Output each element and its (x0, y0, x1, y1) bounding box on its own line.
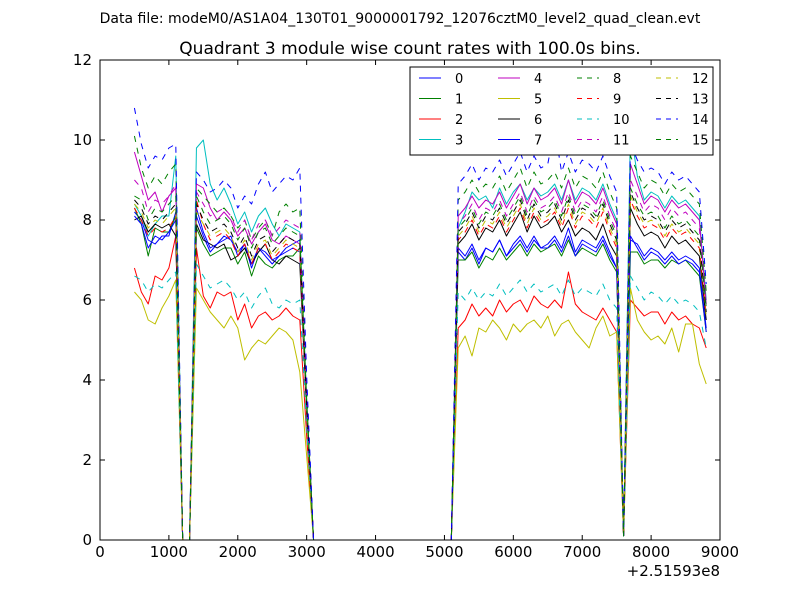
series-line-14 (133, 107, 707, 540)
x-tick-label: 9000 (701, 543, 739, 561)
y-tick-label: 12 (73, 51, 92, 69)
x-tick-label: 7000 (563, 543, 601, 561)
series-line-11 (134, 179, 707, 540)
legend-label-2: 2 (455, 113, 463, 128)
legend-label-10: 10 (613, 113, 630, 128)
series-line-0 (134, 211, 707, 540)
series-line-1 (133, 207, 707, 540)
chart-title: Quadrant 3 module wise count rates with … (179, 39, 640, 59)
legend-box (409, 66, 714, 156)
y-tick-label: 0 (82, 531, 92, 549)
figure-suptitle: Data file: modeM0/AS1A04_130T01_90000017… (100, 11, 701, 27)
x-tick-label: 5000 (425, 543, 463, 561)
y-tick-label: 2 (82, 451, 92, 469)
y-tick-label: 6 (82, 291, 92, 309)
x-tick-label: 4000 (356, 543, 394, 561)
series-layer (133, 107, 707, 540)
series-line-5 (134, 279, 707, 540)
legend-label-8: 8 (613, 72, 621, 87)
series-line-10 (134, 263, 707, 540)
series-group (133, 107, 707, 540)
series-line-3 (134, 127, 707, 540)
legend-label-13: 13 (692, 93, 709, 108)
series-line-9 (134, 199, 707, 540)
y-tick-label: 8 (82, 211, 92, 229)
series-line-13 (134, 191, 707, 540)
legend-label-11: 11 (613, 134, 630, 149)
x-tick-label: 0 (95, 543, 105, 561)
legend-label-3: 3 (455, 134, 463, 149)
legend-label-7: 7 (534, 134, 542, 149)
legend-label-0: 0 (455, 72, 463, 87)
series-line-4 (133, 151, 707, 540)
legend-label-9: 9 (613, 93, 621, 108)
legend-label-14: 14 (692, 113, 709, 128)
legend-label-12: 12 (692, 72, 709, 87)
y-tick-label: 4 (82, 371, 92, 389)
x-tick-label: 1000 (150, 543, 188, 561)
x-tick-label: 6000 (494, 543, 532, 561)
legend-label-4: 4 (534, 72, 542, 87)
legend-label-6: 6 (534, 113, 542, 128)
x-tick-label: 3000 (288, 543, 326, 561)
x-tick-label: 8000 (632, 543, 670, 561)
series-line-6 (134, 207, 707, 540)
axes-layer: 0 1000 2000 3000 4000 5000 6000 7000 8000 9000 0 2 4… (73, 51, 739, 561)
x-tick-label: 2000 (219, 543, 257, 561)
series-line-7 (134, 207, 707, 540)
legend-label-15: 15 (692, 134, 709, 149)
series-line-2 (133, 235, 707, 540)
legend-label-5: 5 (534, 93, 542, 108)
legend-label-1: 1 (455, 93, 463, 108)
y-tick-label: 10 (73, 131, 92, 149)
series-line-12 (134, 195, 707, 540)
x-offset-label: +2.51593e8 (627, 562, 720, 580)
